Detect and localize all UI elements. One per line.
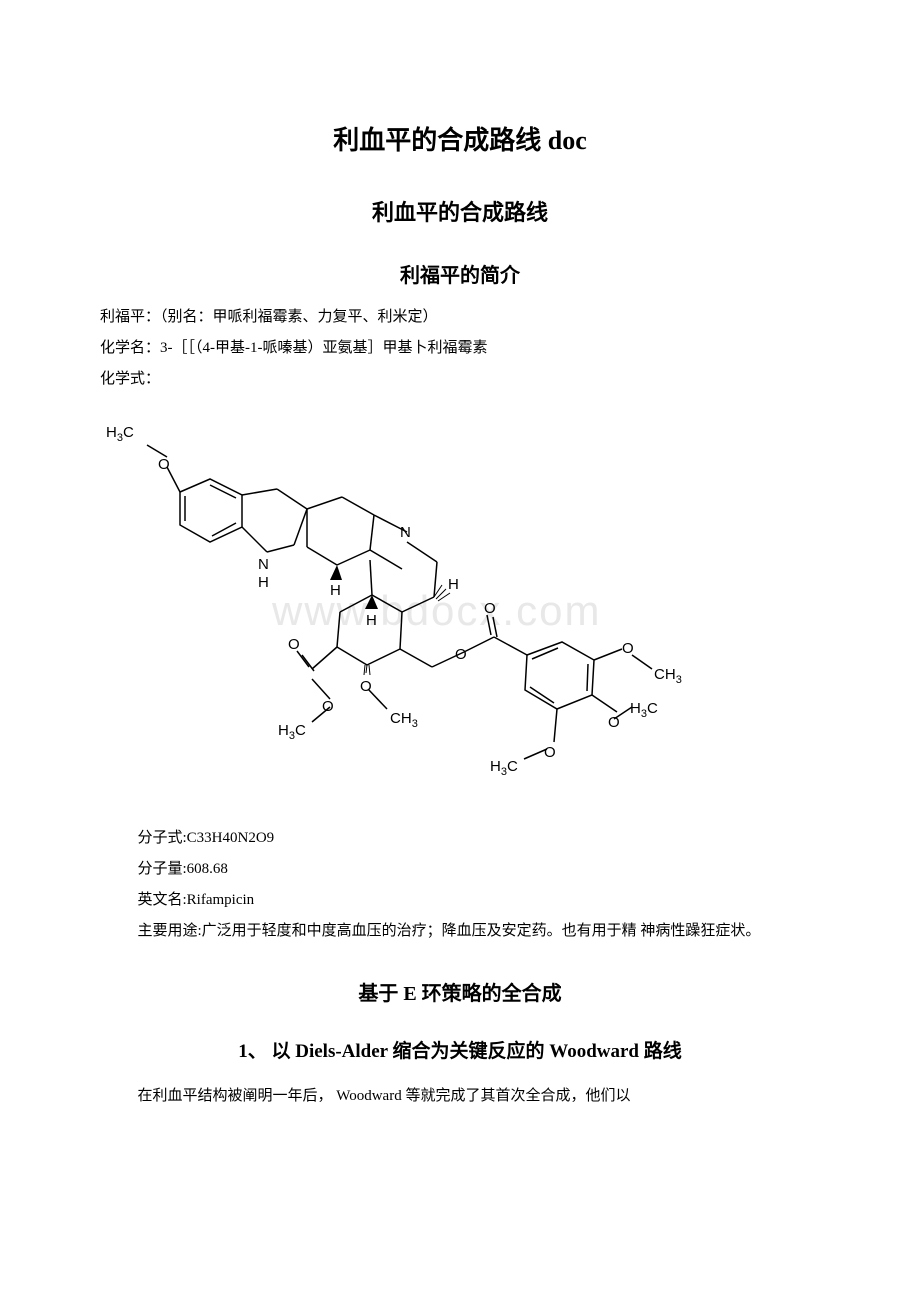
molecular-weight: 分子量:608.68 bbox=[100, 856, 820, 883]
svg-text:N: N bbox=[258, 556, 269, 573]
svg-text:O: O bbox=[158, 456, 170, 473]
svg-text:O: O bbox=[622, 640, 634, 657]
intro-heading: 利福平的简介 bbox=[100, 259, 820, 288]
svg-text:H: H bbox=[258, 574, 269, 591]
svg-text:H: H bbox=[330, 582, 341, 599]
svg-text:O: O bbox=[288, 636, 300, 653]
intro-line-3: 化学式： bbox=[100, 366, 820, 393]
svg-text:O: O bbox=[484, 600, 496, 617]
molecule-svg: H3C O N H N H H H O O O O O O O O H3C CH… bbox=[92, 397, 712, 817]
chemical-structure: www.bdocx.com bbox=[92, 397, 712, 817]
svg-text:H3C: H3C bbox=[490, 758, 518, 778]
svg-text:N: N bbox=[400, 524, 411, 541]
intro-line-1: 利福平：（别名：甲哌利福霉素、力复平、利米定） bbox=[100, 304, 820, 331]
svg-text:H: H bbox=[366, 612, 377, 629]
svg-text:H3C: H3C bbox=[106, 424, 134, 444]
section2-body: 在利血平结构被阐明一年后， Woodward 等就完成了其首次全合成，他们以 bbox=[100, 1083, 820, 1110]
svg-text:H: H bbox=[448, 576, 459, 593]
document-title: 利血平的合成路线 doc bbox=[100, 120, 820, 157]
svg-text:CH3: CH3 bbox=[654, 666, 682, 686]
svg-text:H3C: H3C bbox=[278, 722, 306, 742]
svg-text:O: O bbox=[544, 744, 556, 761]
main-use: 主要用途:广泛用于轻度和中度高血压的治疗；降血压及安定药。也有用于精 神病性躁狂… bbox=[100, 918, 820, 945]
svg-text:CH3: CH3 bbox=[390, 710, 418, 730]
document-subtitle: 利血平的合成路线 bbox=[100, 195, 820, 227]
molecular-formula: 分子式:C33H40N2O9 bbox=[100, 825, 820, 852]
subsection-woodward: 1、 以 Diels-Alder 缩合为关键反应的 Woodward 路线 bbox=[100, 1036, 820, 1063]
svg-text:O: O bbox=[360, 678, 372, 695]
section-heading-e-ring: 基于 E 环策略的全合成 bbox=[100, 977, 820, 1006]
intro-line-2: 化学名：3-［［（4-甲基-1-哌嗪基）亚氨基］甲基卜利福霉素 bbox=[100, 335, 820, 362]
svg-text:O: O bbox=[322, 698, 334, 715]
svg-text:H3C: H3C bbox=[630, 700, 658, 720]
svg-text:O: O bbox=[455, 646, 467, 663]
svg-text:O: O bbox=[608, 714, 620, 731]
english-name: 英文名:Rifampicin bbox=[100, 887, 820, 914]
